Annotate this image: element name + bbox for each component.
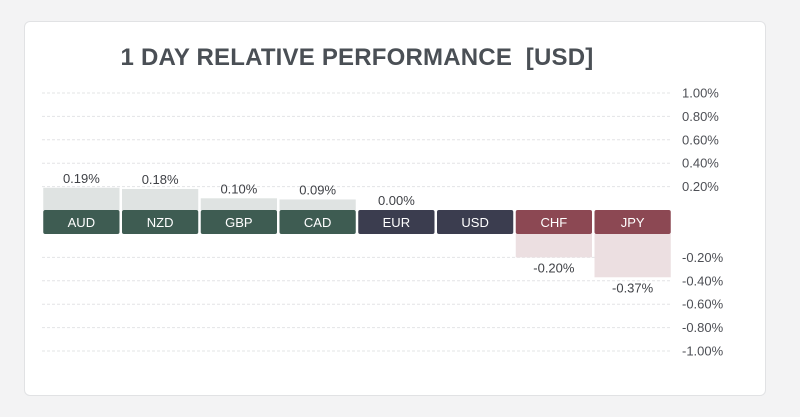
bar-aud (43, 187, 120, 210)
category-box (122, 210, 199, 234)
category-box (594, 210, 671, 234)
value-label: -0.37% (612, 280, 654, 295)
bar-chf (515, 234, 592, 258)
y-tick-label: 1.00% (682, 86, 719, 101)
category-box (279, 210, 356, 234)
category-box (43, 210, 120, 234)
y-tick-label: -0.80% (682, 320, 724, 335)
y-tick-label: -0.40% (682, 273, 724, 288)
bar-cad (279, 199, 356, 210)
y-tick-label: 0.20% (682, 179, 719, 194)
category-box (358, 210, 435, 234)
bar-jpy (594, 234, 671, 278)
category-box (437, 210, 514, 234)
value-label: 0.10% (220, 181, 257, 196)
category-box (200, 210, 277, 234)
y-tick-label: 0.80% (682, 109, 719, 124)
y-tick-label: -0.20% (682, 250, 724, 265)
category-label: USD (461, 215, 488, 230)
category-label: AUD (68, 215, 95, 230)
category-box (515, 210, 592, 234)
bar-gbp (200, 198, 277, 210)
y-tick-label: -0.60% (682, 297, 724, 312)
value-label: 0.09% (299, 182, 336, 197)
category-label: NZD (147, 215, 174, 230)
y-tick-label: 0.40% (682, 156, 719, 171)
category-label: CAD (304, 215, 331, 230)
chart-title: 1 DAY RELATIVE PERFORMANCE [USD] (120, 44, 594, 71)
y-tick-label: -1.00% (682, 344, 724, 359)
category-label: CHF (541, 215, 568, 230)
value-label: 0.18% (142, 172, 179, 187)
category-label: GBP (225, 215, 252, 230)
value-label: 0.19% (63, 171, 100, 186)
y-tick-label: 0.60% (682, 132, 719, 147)
category-label: JPY (621, 215, 645, 230)
value-label: -0.20% (533, 260, 575, 275)
value-label: 0.00% (378, 193, 415, 208)
bar-nzd (122, 188, 199, 210)
category-label: EUR (383, 215, 410, 230)
